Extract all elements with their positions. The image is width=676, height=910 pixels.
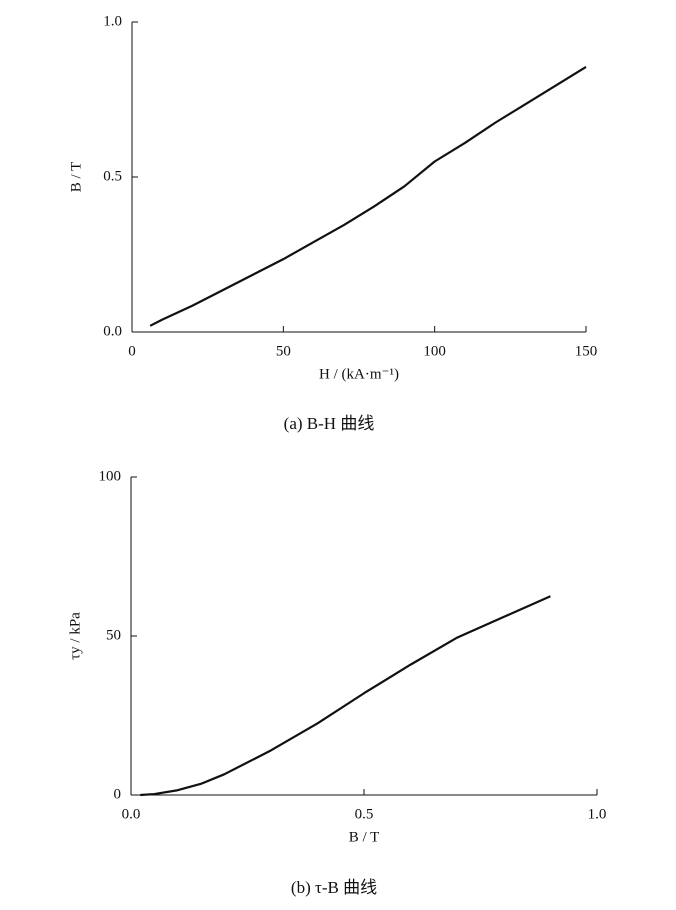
x-axis-label: B / T xyxy=(349,829,380,845)
x-tick-label: 50 xyxy=(276,343,291,359)
y-tick-label: 0.5 xyxy=(103,168,122,184)
y-tick-label: 100 xyxy=(99,468,122,484)
x-tick-label: 150 xyxy=(575,343,598,359)
x-tick-label: 0.5 xyxy=(355,806,374,822)
y-axis-label: B / T xyxy=(68,162,84,193)
caption: (b) τ-B 曲线 xyxy=(291,878,377,897)
line xyxy=(140,595,551,797)
x-tick-label: 100 xyxy=(423,343,446,359)
y-tick-label: 50 xyxy=(106,627,121,643)
y-axis-label: τy / kPa xyxy=(67,612,83,660)
line xyxy=(149,66,587,327)
y-tick-label: 0 xyxy=(114,786,122,802)
x-tick-label: 0 xyxy=(128,343,136,359)
y-tick-label: 0.0 xyxy=(103,323,122,339)
x-tick-label: 0.0 xyxy=(122,806,141,822)
x-tick-label: 1.0 xyxy=(588,806,607,822)
x-axis-label: H / (kA·m⁻¹) xyxy=(319,366,399,382)
y-tick-label: 1.0 xyxy=(103,13,122,29)
caption: (a) B-H 曲线 xyxy=(284,414,375,433)
